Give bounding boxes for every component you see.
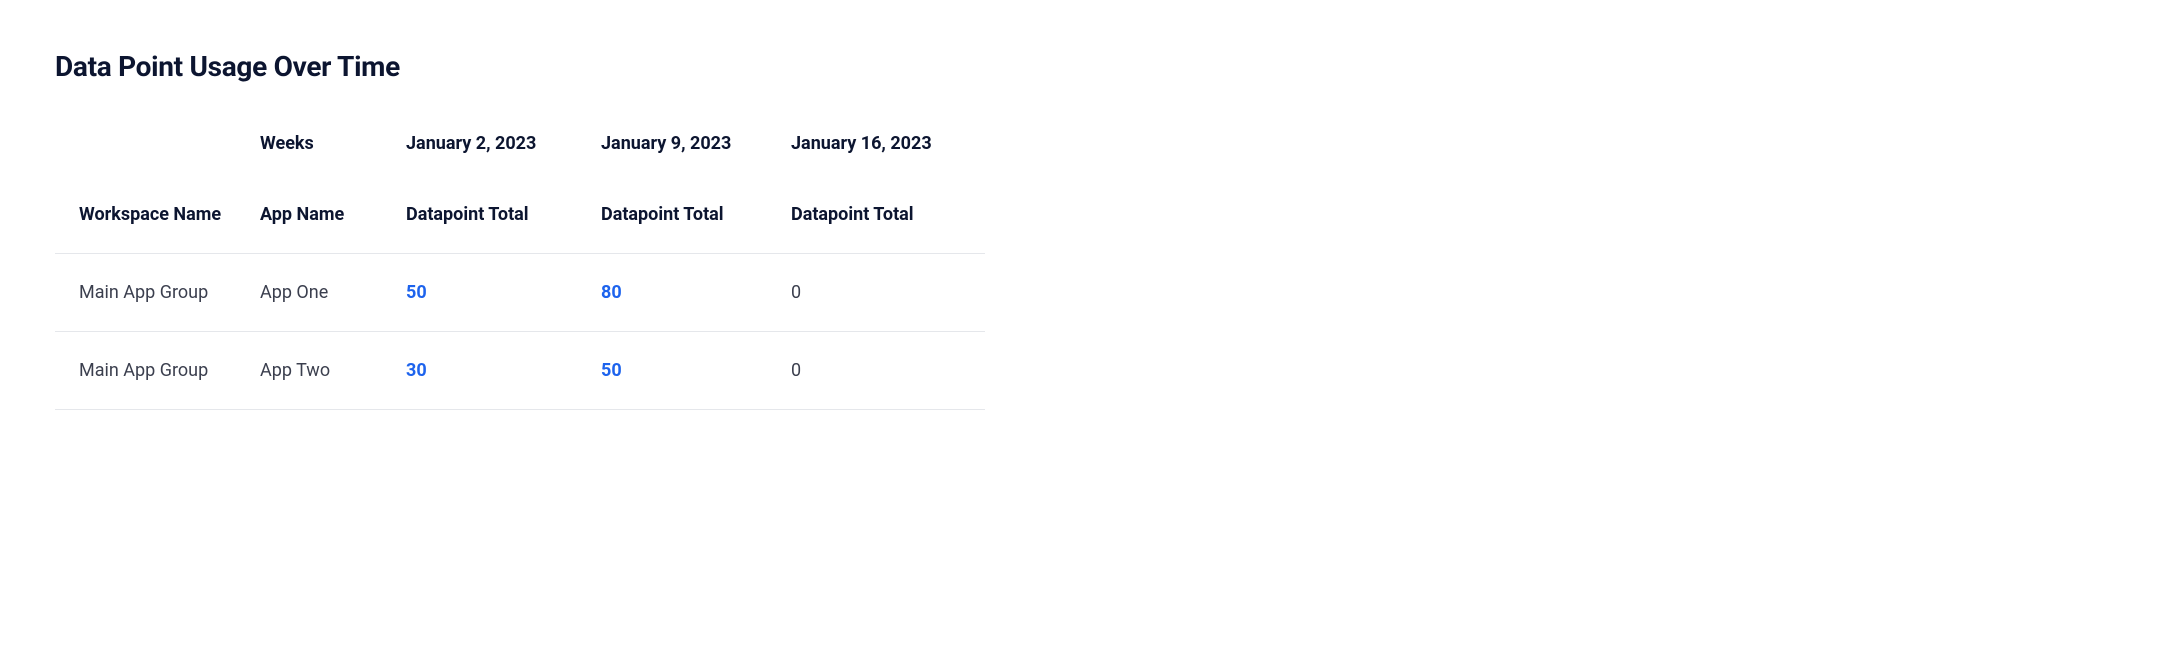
header-blank [55,133,260,204]
datapoint-link[interactable]: 50 [406,282,427,303]
table-header-row-weeks: Weeks January 2, 2023 January 9, 2023 Ja… [55,133,985,204]
header-datapoint-total-2: Datapoint Total [601,204,791,254]
cell-workspace: Main App Group [55,332,260,410]
usage-table: Weeks January 2, 2023 January 9, 2023 Ja… [55,133,985,410]
datapoint-value: 0 [791,282,801,303]
cell-app: App One [260,254,406,332]
usage-table-container: Weeks January 2, 2023 January 9, 2023 Ja… [55,133,985,410]
table-header-row-labels: Workspace Name App Name Datapoint Total … [55,204,985,254]
cell-app: App Two [260,332,406,410]
table-row: Main App Group App One 50 80 0 [55,254,985,332]
header-weeks-label: Weeks [260,133,406,204]
header-workspace-name: Workspace Name [55,204,260,254]
cell-workspace: Main App Group [55,254,260,332]
header-date-2: January 9, 2023 [601,133,791,204]
header-date-3: January 16, 2023 [791,133,985,204]
page-title: Data Point Usage Over Time [55,50,2107,83]
datapoint-value: 0 [791,360,801,381]
table-row: Main App Group App Two 30 50 0 [55,332,985,410]
header-app-name: App Name [260,204,406,254]
datapoint-link[interactable]: 30 [406,360,427,381]
header-date-1: January 2, 2023 [406,133,601,204]
header-datapoint-total-1: Datapoint Total [406,204,601,254]
header-datapoint-total-3: Datapoint Total [791,204,985,254]
datapoint-link[interactable]: 50 [601,360,622,381]
datapoint-link[interactable]: 80 [601,282,622,303]
